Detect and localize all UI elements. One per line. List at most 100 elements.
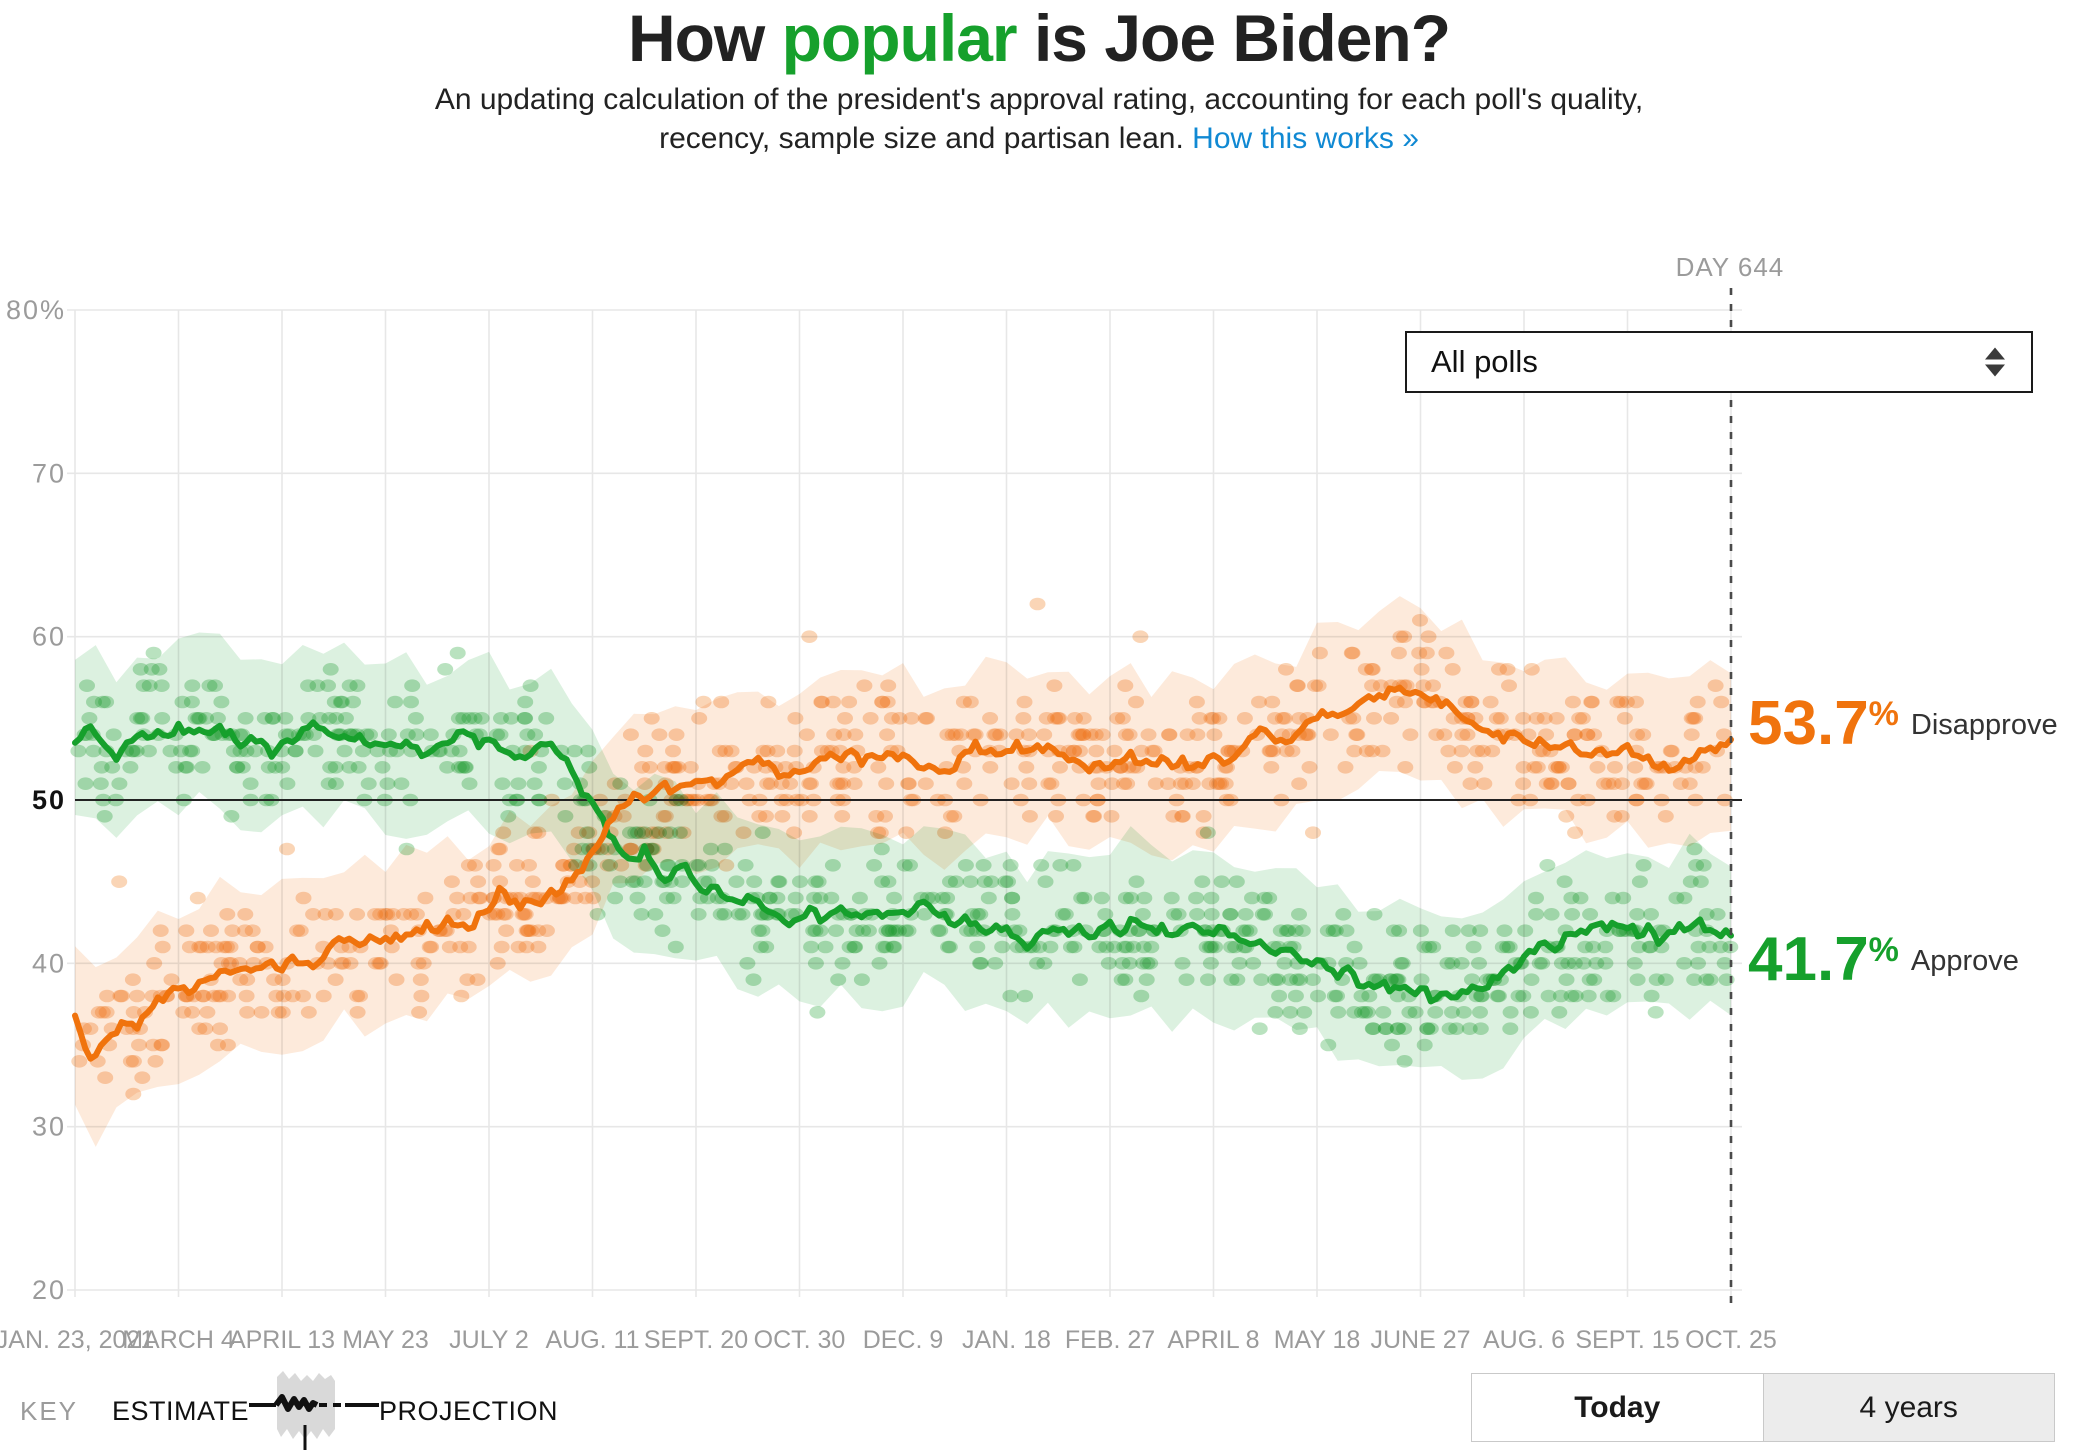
poll-dot bbox=[745, 973, 762, 986]
poll-dot bbox=[213, 957, 230, 970]
poll-dot bbox=[485, 859, 502, 872]
poll-dot bbox=[1536, 712, 1553, 725]
poll-dot bbox=[1628, 695, 1644, 709]
poll-dot bbox=[1304, 973, 1321, 986]
poll-dot bbox=[1203, 908, 1220, 921]
poll-dot bbox=[1271, 989, 1288, 1003]
poll-dot bbox=[1572, 891, 1589, 905]
poll-dot bbox=[1244, 891, 1260, 905]
poll-dot bbox=[585, 891, 602, 905]
poll-dot bbox=[1161, 728, 1177, 741]
poll-dot bbox=[1265, 744, 1282, 758]
poll-dot bbox=[962, 695, 979, 709]
poll-dot bbox=[417, 891, 434, 905]
range-4years-button[interactable]: 4 years bbox=[1762, 1373, 2055, 1442]
poll-dot bbox=[983, 875, 1000, 888]
poll-dot bbox=[92, 777, 109, 790]
poll-dot bbox=[1397, 761, 1414, 774]
poll-dot bbox=[1222, 908, 1239, 921]
poll-dot bbox=[1264, 695, 1281, 709]
y-axis-tick-label: 60 bbox=[32, 622, 66, 652]
poll-dot bbox=[853, 973, 870, 986]
poll-dot bbox=[1365, 1022, 1382, 1035]
poll-dot bbox=[322, 761, 339, 774]
poll-dot bbox=[643, 712, 660, 725]
poll-dot bbox=[1390, 646, 1407, 660]
title-post: is Joe Biden? bbox=[1016, 1, 1451, 75]
poll-filter-select[interactable]: All polls bbox=[1405, 331, 2033, 393]
poll-dot bbox=[637, 744, 654, 758]
how-this-works-link[interactable]: How this works » bbox=[1192, 122, 1419, 155]
poll-dot bbox=[320, 679, 336, 692]
poll-dot bbox=[1420, 630, 1437, 643]
range-today-button[interactable]: Today bbox=[1471, 1373, 1763, 1442]
poll-dot bbox=[1397, 695, 1413, 709]
poll-dot bbox=[1713, 695, 1730, 709]
poll-dot bbox=[146, 957, 163, 970]
disapprove-readout: 53.7% Disapprove bbox=[1748, 693, 2058, 755]
poll-dot bbox=[1694, 761, 1711, 774]
poll-dot bbox=[1411, 646, 1428, 660]
poll-dot bbox=[327, 973, 344, 986]
poll-dot bbox=[223, 810, 240, 823]
poll-dot bbox=[1231, 957, 1248, 970]
poll-dot bbox=[1556, 875, 1573, 888]
poll-dot bbox=[526, 826, 543, 839]
poll-dot bbox=[1676, 891, 1693, 905]
page-header: How popular is Joe Biden? An updating ca… bbox=[0, 0, 2078, 158]
x-axis-tick-label: JULY 2 bbox=[449, 1326, 529, 1354]
poll-dot bbox=[538, 712, 555, 725]
poll-dot bbox=[124, 744, 141, 758]
poll-dot bbox=[1600, 777, 1617, 790]
poll-dot bbox=[703, 859, 720, 872]
poll-dot bbox=[162, 744, 179, 758]
poll-dot bbox=[1465, 940, 1482, 954]
poll-dot bbox=[1320, 1038, 1337, 1052]
poll-dot bbox=[798, 728, 815, 741]
poll-dot bbox=[131, 1038, 147, 1052]
poll-dot bbox=[982, 712, 999, 725]
poll-dot bbox=[1501, 679, 1517, 692]
poll-dot bbox=[634, 826, 650, 839]
x-axis-tick-label: JUNE 27 bbox=[1370, 1326, 1470, 1354]
poll-dot bbox=[1117, 973, 1134, 986]
poll-dot bbox=[1383, 712, 1400, 725]
poll-dot bbox=[659, 859, 676, 872]
poll-dot bbox=[443, 875, 460, 888]
poll-dot bbox=[633, 908, 650, 921]
poll-dot bbox=[224, 924, 241, 937]
poll-dot bbox=[1467, 761, 1484, 774]
dropdown-arrows-icon bbox=[1985, 347, 2005, 377]
poll-dot bbox=[813, 695, 830, 709]
poll-dot bbox=[690, 908, 707, 921]
poll-dot bbox=[143, 663, 160, 676]
poll-dot bbox=[1289, 679, 1306, 692]
poll-dot bbox=[1438, 646, 1455, 660]
poll-dot bbox=[874, 875, 891, 888]
poll-dot bbox=[466, 712, 483, 725]
poll-dot bbox=[1163, 891, 1180, 905]
poll-dot bbox=[1402, 728, 1419, 741]
poll-dot bbox=[509, 859, 525, 872]
poll-dot bbox=[470, 891, 487, 905]
poll-dot bbox=[1106, 744, 1123, 758]
poll-dot bbox=[944, 728, 961, 741]
x-axis-tick-label: SEPT. 20 bbox=[644, 1326, 748, 1354]
poll-dot bbox=[1236, 712, 1253, 725]
poll-dot bbox=[1686, 973, 1703, 986]
poll-dot bbox=[522, 679, 539, 692]
poll-dot bbox=[1489, 989, 1506, 1003]
poll-dot bbox=[868, 810, 885, 823]
poll-dot bbox=[1523, 663, 1540, 676]
poll-dot bbox=[728, 875, 745, 888]
poll-dot bbox=[337, 712, 354, 725]
poll-dot bbox=[369, 744, 386, 758]
poll-dot bbox=[1510, 989, 1527, 1003]
poll-dot bbox=[1189, 728, 1206, 741]
poll-dot bbox=[1484, 744, 1501, 758]
poll-dot bbox=[360, 777, 377, 790]
poll-dot bbox=[1076, 891, 1093, 905]
poll-dot bbox=[242, 777, 259, 790]
